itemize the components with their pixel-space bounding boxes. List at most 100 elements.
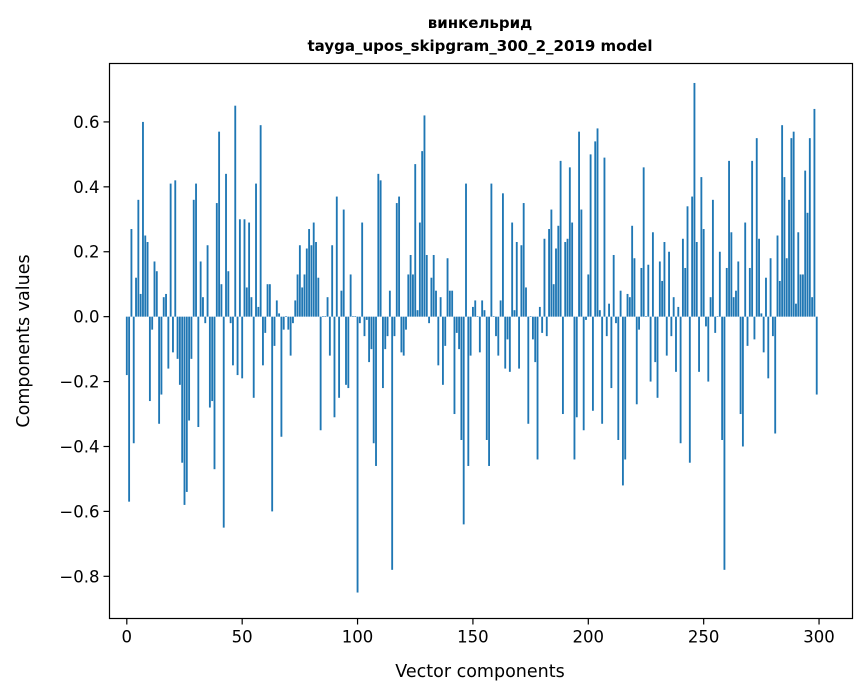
bar (504, 316, 507, 369)
bar (338, 316, 341, 398)
bar (132, 316, 135, 444)
bar (204, 316, 207, 324)
bar (515, 242, 518, 317)
bar (169, 183, 172, 317)
bar (536, 316, 539, 460)
bar (626, 293, 629, 317)
bar (220, 284, 223, 317)
bar (310, 245, 313, 317)
bar (645, 316, 647, 317)
bar (571, 222, 574, 317)
bar (287, 316, 290, 330)
bar (781, 125, 784, 317)
bar (135, 277, 137, 317)
bar (264, 316, 267, 333)
bar (234, 105, 237, 317)
bar (280, 316, 283, 437)
bar (481, 300, 484, 317)
bar (760, 313, 763, 317)
bar (795, 303, 797, 317)
bar (534, 316, 537, 363)
bar (298, 245, 301, 317)
bar (762, 316, 765, 353)
bar (801, 274, 804, 317)
bar (250, 297, 253, 317)
bar (741, 316, 744, 447)
bar (485, 316, 488, 440)
bar (167, 316, 170, 369)
bar (222, 316, 225, 528)
bar (799, 274, 802, 317)
bar (317, 277, 320, 317)
bar (543, 238, 546, 317)
bar (225, 173, 227, 317)
bar (612, 254, 615, 317)
bar (617, 316, 620, 440)
bar (407, 274, 410, 317)
bar (345, 316, 347, 385)
bar (211, 316, 214, 402)
bar (252, 316, 255, 398)
bar (363, 316, 366, 337)
bar (229, 316, 232, 324)
bar (575, 316, 578, 418)
bar (511, 222, 514, 317)
bar (778, 280, 781, 317)
bar (753, 316, 756, 340)
bar (188, 316, 191, 421)
bar (559, 160, 562, 317)
bar (308, 229, 311, 317)
bar (257, 306, 260, 317)
bar (199, 261, 202, 317)
bar (289, 316, 292, 356)
bar (185, 316, 188, 492)
bar (495, 316, 497, 337)
bar (483, 310, 486, 317)
bar (472, 306, 474, 317)
bar (358, 316, 361, 324)
bar (474, 300, 477, 317)
bar (178, 316, 181, 385)
bar (139, 293, 142, 317)
bar (478, 316, 481, 353)
y-tick-label: −0.8 (59, 567, 99, 586)
bar (195, 183, 197, 317)
bar (430, 277, 433, 317)
bar (601, 316, 604, 424)
bar (273, 316, 276, 346)
bar (804, 170, 807, 317)
bar (811, 297, 814, 317)
bar (153, 261, 156, 317)
bar (792, 131, 795, 317)
bar (573, 316, 576, 460)
bar (218, 131, 221, 317)
bar (432, 254, 435, 317)
bar (681, 238, 684, 317)
bar (668, 251, 670, 317)
bar (197, 316, 200, 428)
bar (702, 229, 705, 317)
bar (587, 274, 590, 317)
bar (649, 316, 652, 382)
bar (531, 316, 534, 340)
bar (608, 303, 610, 317)
bar (165, 293, 167, 317)
y-tick-label: 0.2 (73, 243, 99, 262)
bar (271, 316, 274, 512)
bar (566, 238, 569, 317)
bar (541, 316, 544, 333)
bar (148, 316, 151, 402)
bar (670, 316, 673, 337)
bar (215, 203, 218, 317)
bar (647, 264, 650, 317)
bar (146, 242, 149, 317)
bar (732, 297, 735, 317)
y-tick-label: −0.2 (59, 373, 99, 392)
bar (375, 316, 377, 466)
bar (522, 203, 525, 317)
bar (405, 316, 407, 330)
bar (412, 274, 414, 317)
bar (711, 199, 714, 317)
x-tick-label: 250 (688, 628, 720, 647)
bar (465, 183, 467, 317)
